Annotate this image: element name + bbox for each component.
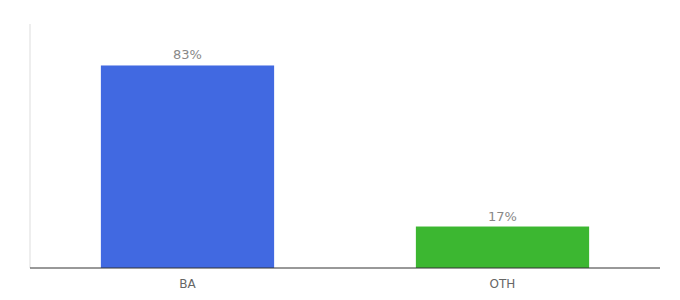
x-tick-label: BA: [179, 277, 196, 291]
bar: [416, 227, 589, 268]
data-label: 83%: [173, 47, 202, 62]
y-axis-line: [30, 24, 31, 268]
bars: [101, 65, 589, 268]
chart-svg: 83% BA 17% OTH: [0, 0, 680, 300]
x-axis-line: [30, 268, 660, 269]
x-tick-label: OTH: [490, 277, 516, 291]
bar: [101, 65, 274, 268]
chart-container: 83% BA 17% OTH: [0, 0, 680, 300]
data-label: 17%: [488, 209, 517, 224]
